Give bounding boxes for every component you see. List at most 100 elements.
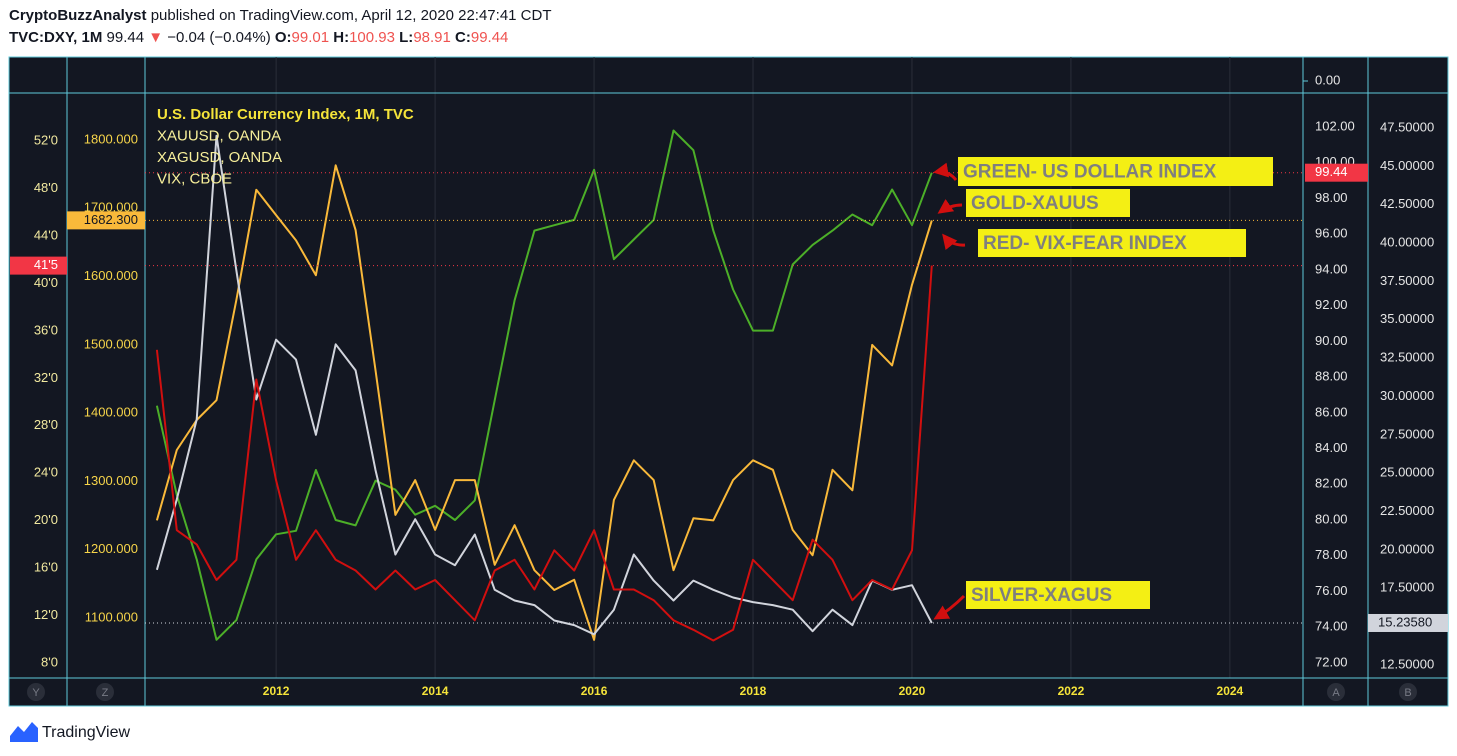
- quote-line: TVC:DXY, 1M 99.44 ▼ −0.04 (−0.04%) O:99.…: [9, 27, 552, 49]
- ohlc-value: 98.91: [413, 29, 451, 46]
- y-tick-label: 84.00: [1315, 440, 1348, 455]
- y-tick-label: 17.50000: [1380, 580, 1434, 595]
- frame: [9, 57, 1448, 706]
- y-tick-label: 30.00000: [1380, 388, 1434, 403]
- y-tick-label: 12.50000: [1380, 656, 1434, 671]
- change-arrow: ▼: [148, 29, 164, 46]
- y-tick-label: 94.00: [1315, 261, 1348, 276]
- ohlc-label: L:: [399, 29, 414, 46]
- grid: [275, 57, 1231, 678]
- last-value-tag: [1305, 163, 1368, 182]
- y-tick-label: 45.00000: [1380, 158, 1434, 173]
- ohlc-label: C:: [455, 29, 471, 46]
- y-tick-label: 48'0: [34, 180, 58, 195]
- y-tick-label: 28'0: [34, 417, 58, 432]
- publish-line: CryptoBuzzAnalyst published on TradingVi…: [9, 5, 552, 27]
- ohlc-value: 100.93: [349, 29, 395, 46]
- arrow: [942, 233, 966, 251]
- last-value-tag: [67, 211, 145, 230]
- x-tick-label: 2024: [1217, 684, 1244, 698]
- y-tick-label: 1100.000: [85, 609, 138, 624]
- scale-button: [96, 683, 114, 701]
- annotation-text: SILVER-XAGUS: [971, 585, 1112, 606]
- change: −0.04 (−0.04%): [167, 29, 271, 46]
- annotation-text: GOLD-XAUUS: [971, 193, 1099, 214]
- x-tick-label: 2020: [899, 684, 926, 698]
- y-tick-label: 35.00000: [1380, 311, 1434, 326]
- y-tick-label: 82.00: [1315, 476, 1348, 491]
- arrow: [937, 198, 963, 214]
- arrow: [933, 594, 966, 620]
- series-line: [155, 164, 933, 641]
- y-tick-label: 27.50000: [1380, 426, 1434, 441]
- scale-button: [1399, 683, 1417, 701]
- y-tick-label: 12'0: [34, 607, 58, 622]
- ohlc-value: 99.44: [470, 29, 509, 46]
- y-tick-label: 8'0: [41, 654, 58, 669]
- top-pane-tick-label: 0.00: [1315, 72, 1340, 87]
- ohlc-label: O:: [274, 29, 292, 46]
- scale-button-label: Y: [32, 687, 40, 699]
- y-tick-label: 32.50000: [1380, 350, 1434, 365]
- ohlc-value: 99.01: [291, 29, 330, 46]
- scale-button: [1327, 683, 1345, 701]
- scale-button: [27, 683, 45, 701]
- arrow: [933, 162, 958, 181]
- y-tick-label: 37.50000: [1380, 273, 1434, 288]
- y-tick-label: 1800.000: [84, 131, 138, 146]
- x-tick-label: 2016: [581, 684, 608, 698]
- legend-entry: XAUUSD, OANDA: [157, 127, 281, 144]
- y-tick-label: 42.50000: [1380, 196, 1434, 211]
- y-tick-label: 102.00: [1315, 118, 1355, 133]
- y-tick-label: 1600.000: [84, 268, 138, 283]
- price: 99.44: [106, 29, 145, 46]
- author: CryptoBuzzAnalyst: [9, 7, 147, 24]
- y-tick-label: 98.00: [1315, 190, 1348, 205]
- y-tick-label: 52'0: [34, 132, 58, 147]
- annotation-box: [966, 189, 1130, 217]
- y-tick-label: 72.00: [1315, 654, 1348, 669]
- y-tick-label: 1500.000: [84, 336, 138, 351]
- annotation-text: RED- VIX-FEAR INDEX: [983, 233, 1187, 254]
- arrows: [933, 162, 966, 620]
- series-line: [155, 265, 933, 642]
- annotation-box: [958, 157, 1273, 186]
- y-tick-label: 25.00000: [1380, 465, 1434, 480]
- y-tick-label: 24'0: [34, 465, 58, 480]
- x-tick-label: 2022: [1058, 684, 1085, 698]
- y-tick-label: 20'0: [34, 512, 58, 527]
- y-tick-label: 1400.000: [84, 405, 138, 420]
- last-value-tag: [10, 256, 67, 275]
- last-value-label: 1682.300: [84, 212, 138, 227]
- y-tick-label: 76.00: [1315, 583, 1348, 598]
- y-tick-label: 32'0: [34, 370, 58, 385]
- last-value-label: 41'5: [34, 257, 58, 272]
- y-tick-label: 90.00: [1315, 333, 1348, 348]
- scale-button-label: Z: [102, 687, 109, 699]
- y-tick-label: 36'0: [34, 322, 58, 337]
- y-tick-label: 16'0: [34, 560, 58, 575]
- last-value-tag: [1368, 613, 1448, 632]
- y-tick-label: 44'0: [34, 227, 58, 242]
- legend-entry: XAGUSD, OANDA: [157, 149, 282, 166]
- x-tick-label: 2014: [422, 684, 449, 698]
- y-tick-label: 40.00000: [1380, 234, 1434, 249]
- last-value-label: 15.23580: [1378, 614, 1432, 629]
- y-tick-label: 22.50000: [1380, 503, 1434, 518]
- legend-entry: U.S. Dollar Currency Index, 1M, TVC: [157, 106, 414, 123]
- scale-button-label: A: [1332, 687, 1340, 699]
- annotation-box: [966, 581, 1150, 609]
- y-tick-label: 74.00: [1315, 619, 1348, 634]
- footer-logo: [10, 722, 38, 742]
- series-line: [155, 134, 933, 636]
- y-tick-label: 47.50000: [1380, 119, 1434, 134]
- y-tick-label: 86.00: [1315, 404, 1348, 419]
- y-tick-label: 80.00: [1315, 511, 1348, 526]
- published: published on TradingView.com, April 12, …: [150, 7, 552, 24]
- y-tick-label: 92.00: [1315, 297, 1348, 312]
- x-tick-label: 2012: [263, 684, 290, 698]
- symbol: TVC:DXY, 1M: [9, 29, 103, 46]
- last-value-label: 99.44: [1315, 164, 1348, 179]
